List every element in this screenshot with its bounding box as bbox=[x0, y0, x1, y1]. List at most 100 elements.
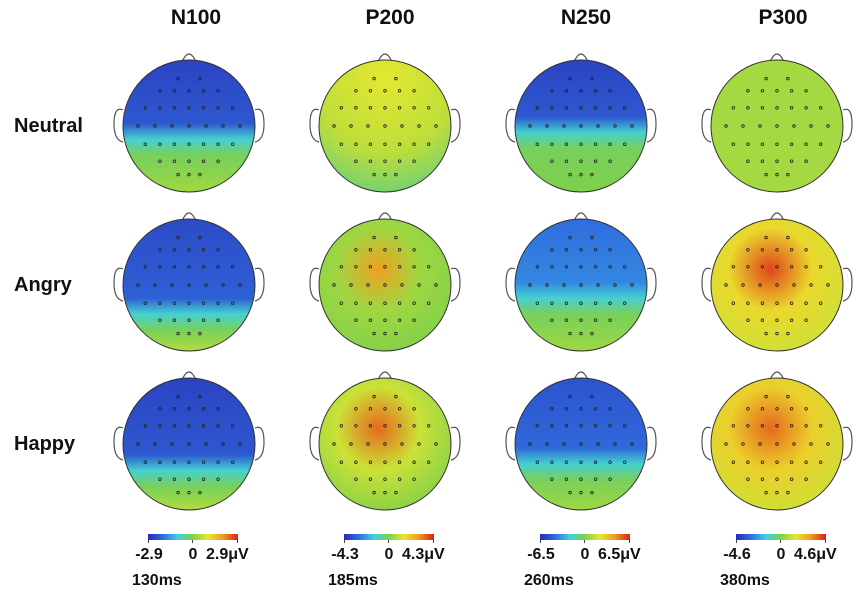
electrode-dot bbox=[746, 106, 750, 110]
electrode-dot bbox=[176, 76, 180, 81]
electrode-dot bbox=[623, 460, 627, 464]
electrode-dot bbox=[427, 106, 431, 110]
electrode-dot bbox=[412, 460, 416, 464]
electrode-dot bbox=[230, 142, 235, 146]
ear-outline bbox=[254, 267, 265, 302]
colorbar-max-label: 4.6μV bbox=[794, 546, 837, 563]
electrode-dot bbox=[201, 159, 206, 163]
electrode-dot bbox=[568, 490, 572, 495]
nose-outline bbox=[573, 371, 589, 381]
electrode-dot bbox=[630, 442, 634, 446]
electrode-dot bbox=[230, 265, 235, 269]
electrode-dot bbox=[198, 490, 202, 495]
electrode-dot bbox=[172, 460, 177, 464]
electrode-dot bbox=[427, 424, 431, 428]
electrode-dot bbox=[158, 248, 162, 252]
electrode-dot bbox=[579, 424, 583, 428]
electrode-dot bbox=[158, 89, 162, 93]
electrode-dot bbox=[204, 124, 208, 128]
electrode-dot bbox=[216, 265, 220, 269]
electrode-dot bbox=[746, 142, 750, 146]
electrode-dot bbox=[158, 460, 162, 464]
electrode-dot bbox=[804, 248, 808, 252]
electrode-dot bbox=[593, 318, 598, 322]
nose-outline bbox=[573, 53, 589, 63]
electrode-dot bbox=[230, 106, 235, 110]
electrode-dot bbox=[792, 283, 796, 287]
electrode-dot bbox=[383, 477, 387, 481]
electrode-dot bbox=[238, 124, 242, 128]
electrode-dot bbox=[741, 283, 745, 287]
electrode-dot bbox=[746, 407, 750, 411]
electrode-dot bbox=[397, 477, 402, 481]
electrode-dot bbox=[394, 490, 398, 495]
electrode-dot bbox=[804, 424, 808, 428]
ear-outline bbox=[254, 426, 265, 461]
electrode-dot bbox=[545, 124, 549, 128]
electrode-dot bbox=[366, 442, 370, 446]
electrode-dot bbox=[789, 89, 794, 93]
electrode-dot bbox=[792, 442, 796, 446]
scalp-map-grid bbox=[113, 53, 853, 511]
electrode-dot bbox=[786, 394, 790, 399]
nose-outline bbox=[769, 212, 785, 222]
electrode-dot bbox=[170, 124, 174, 128]
electrode-dot bbox=[623, 424, 627, 428]
electrode-dot bbox=[775, 89, 779, 93]
electrode-dot bbox=[550, 477, 554, 481]
electrode-dot bbox=[579, 490, 583, 495]
colorbar-min-label: -2.9 bbox=[135, 546, 163, 563]
electrode-dot bbox=[613, 283, 617, 287]
ear-outline bbox=[646, 108, 657, 143]
electrode-dot bbox=[368, 477, 373, 481]
electrode-dot bbox=[383, 89, 387, 93]
colorbar-min-label: -4.3 bbox=[331, 546, 359, 563]
electrode-dot bbox=[394, 331, 398, 336]
electrode-dot bbox=[789, 424, 794, 428]
electrode-dot bbox=[593, 106, 598, 110]
column-title-n250: N250 bbox=[560, 6, 612, 29]
electrode-dot bbox=[198, 331, 202, 336]
ear-outline bbox=[842, 108, 853, 143]
electrode-dot bbox=[372, 331, 376, 336]
scalp-map-happy-n100 bbox=[113, 371, 265, 511]
electrode-dot bbox=[216, 89, 220, 93]
electrode-dot bbox=[216, 142, 220, 146]
electrode-dot bbox=[172, 265, 177, 269]
electrode-dot bbox=[746, 460, 750, 464]
electrode-dot bbox=[789, 248, 794, 252]
electrode-dot bbox=[568, 331, 572, 336]
electrode-dot bbox=[397, 424, 402, 428]
colorbar-min-label: -4.6 bbox=[723, 546, 751, 563]
electrode-dot bbox=[397, 301, 402, 305]
electrode-dot bbox=[187, 283, 191, 287]
scalp-disc bbox=[318, 377, 452, 511]
electrode-dot bbox=[394, 235, 398, 240]
electrode-dot bbox=[136, 283, 140, 287]
column-title-n100: N100 bbox=[170, 6, 222, 29]
electrode-dot bbox=[764, 76, 768, 81]
electrode-dot bbox=[204, 283, 208, 287]
electrode-dot bbox=[412, 106, 416, 110]
electrode-dot bbox=[187, 248, 191, 252]
electrode-dot bbox=[804, 89, 808, 93]
electrode-dot bbox=[550, 89, 554, 93]
electrode-dot bbox=[434, 124, 438, 128]
electrode-dot bbox=[550, 318, 554, 322]
electrode-dot bbox=[372, 490, 376, 495]
electrode-dot bbox=[383, 172, 387, 177]
electrode-dot bbox=[535, 142, 539, 146]
electrode-dot bbox=[786, 331, 790, 336]
electrode-dot bbox=[804, 301, 808, 305]
electrode-dot bbox=[434, 442, 438, 446]
electrode-dot bbox=[230, 301, 235, 305]
colorbar-zero-label: 0 bbox=[580, 546, 590, 563]
electrode-dot bbox=[158, 477, 162, 481]
colorbar bbox=[148, 534, 238, 540]
electrode-dot bbox=[136, 442, 140, 446]
electrode-dot bbox=[528, 283, 532, 287]
electrode-dot bbox=[775, 460, 779, 464]
electrode-dot bbox=[187, 124, 191, 128]
electrode-dot bbox=[550, 460, 554, 464]
electrode-dot bbox=[562, 442, 566, 446]
